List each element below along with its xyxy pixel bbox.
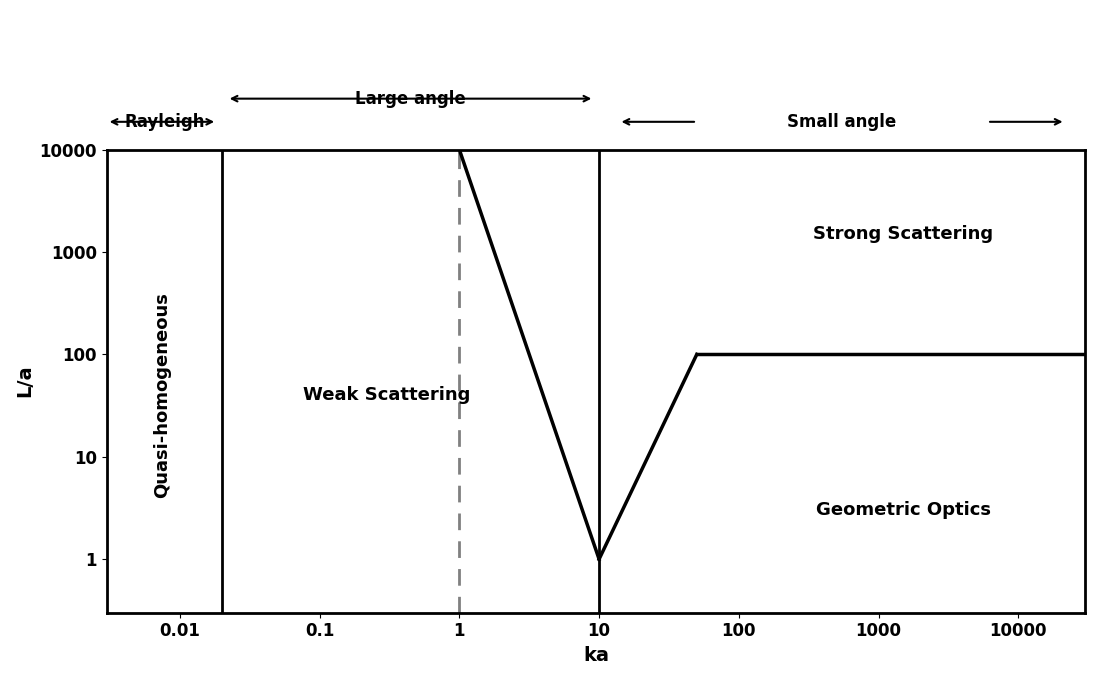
Text: Large angle: Large angle	[355, 90, 466, 107]
Text: Geometric Optics: Geometric Optics	[816, 501, 991, 520]
Y-axis label: L/a: L/a	[15, 365, 34, 398]
Text: Rayleigh: Rayleigh	[124, 113, 205, 131]
X-axis label: ka: ka	[583, 646, 609, 665]
Text: Small angle: Small angle	[788, 113, 896, 131]
Text: Weak Scattering: Weak Scattering	[302, 386, 470, 404]
Text: Quasi-homogeneous: Quasi-homogeneous	[153, 292, 172, 498]
Text: Strong Scattering: Strong Scattering	[813, 225, 993, 243]
